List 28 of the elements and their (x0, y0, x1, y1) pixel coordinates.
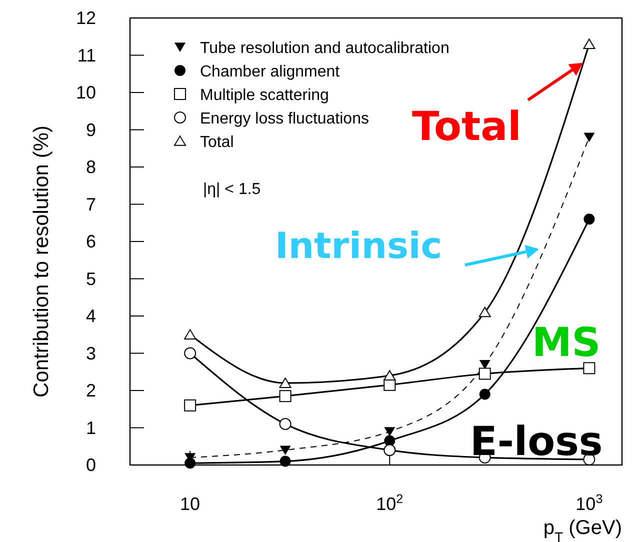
annotation: Total (412, 104, 522, 150)
y-axis-title: Contribution to resolution (%) (30, 126, 53, 398)
x-axis-title: p$_{T}$ (GeV) (543, 517, 622, 542)
y-tick-label: 4 (86, 306, 96, 326)
y-tick-label: 3 (86, 343, 96, 364)
y-tick-label: 12 (76, 8, 96, 28)
y-tick-label: 11 (77, 45, 96, 66)
y-tick-label: 2 (86, 380, 96, 400)
y-tick-label: 9 (86, 120, 96, 140)
annotation: Intrinsic (275, 226, 442, 267)
annotation: E-loss (470, 419, 603, 465)
legend-label: Energy loss fluctuations (200, 110, 369, 128)
x-tick-label: 10 (180, 494, 200, 514)
annotation: |η| < 1.5 (203, 181, 261, 198)
y-tick-label: 7 (86, 194, 96, 214)
legend-label: Chamber alignment (200, 64, 340, 80)
legend-label: Multiple scattering (200, 87, 329, 104)
y-tick-label: 0 (86, 455, 96, 475)
x-tick-label: 10$^{2}$ (376, 492, 404, 514)
annotation: MS (532, 320, 601, 366)
y-tick-label: 8 (86, 157, 96, 177)
legend-label: Total (200, 134, 234, 151)
y-tick-label: 5 (86, 268, 96, 289)
y-tick-label: 1 (86, 418, 96, 438)
y-tick-label: 6 (86, 232, 96, 252)
y-tick-label: 10 (76, 82, 96, 102)
x-tick-label: 10$^{3}$ (576, 492, 603, 514)
legend-label: Tube resolution and autocalibration (200, 40, 450, 57)
